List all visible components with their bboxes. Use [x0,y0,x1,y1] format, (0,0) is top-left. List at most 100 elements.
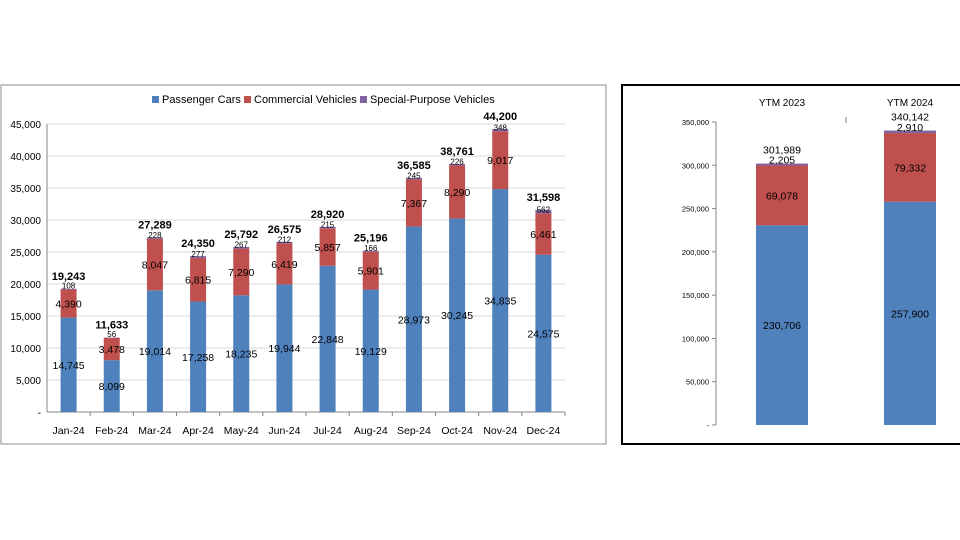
y-tick-label: 200,000 [682,248,709,257]
bar-segment [535,209,552,214]
bar-segment [535,254,552,412]
y-tick-label: 150,000 [682,291,709,300]
data-label: 9,017 [487,155,513,167]
legend-label: Passenger Cars [162,94,241,106]
bar-segment [405,226,422,412]
data-label: 19,129 [355,346,387,358]
data-label: 18,235 [225,349,257,361]
bar-segment [362,250,379,252]
data-label: 56 [107,330,116,339]
y-tick-label: 20,000 [10,280,41,291]
total-label: 25,196 [354,233,388,245]
x-tick-label: Nov-24 [483,425,517,437]
bar-segment [60,317,77,412]
y-tick-label: 250,000 [682,205,709,214]
data-label: 8,047 [142,260,168,272]
data-label: 14,745 [53,360,85,372]
data-label: 6,815 [185,275,211,287]
legend-swatch [360,96,367,103]
monthly-chart-frame [0,84,607,445]
data-label: 212 [278,235,292,244]
data-label: 69,078 [766,190,798,202]
category-label: YTM 2024 [887,98,934,109]
total-label: 301,989 [763,145,801,157]
data-label: 226 [450,157,464,166]
x-tick-label: Dec-24 [526,425,560,437]
data-label: 5,901 [358,266,384,278]
data-label: 166 [364,244,378,253]
bar-segment [276,284,293,412]
y-tick-label: 300,000 [682,161,709,170]
data-label: 19,944 [268,343,300,355]
bar-segment [884,133,936,202]
bar-segment [405,177,422,180]
y-tick-label: 30,000 [10,216,41,227]
bar-segment [449,165,466,219]
total-label: 31,598 [527,192,561,204]
bar-segment [103,360,120,412]
bar-segment [190,301,207,412]
x-tick-label: May-24 [224,425,259,437]
legend-swatch [244,96,251,103]
data-label: 22,848 [312,334,344,346]
bar-segment [449,163,466,166]
total-label: 11,633 [95,320,128,332]
total-label: 340,142 [891,112,929,124]
bar-segment [60,289,77,318]
data-label: 245 [407,171,421,180]
total-label: 25,792 [224,229,258,241]
x-tick-label: Mar-24 [138,425,171,437]
total-label: 24,350 [181,238,215,250]
x-tick-label: Aug-24 [354,425,388,437]
data-label: 6,461 [530,229,556,241]
data-label: 230,706 [763,320,801,332]
data-label: 34,835 [484,296,516,308]
bar-segment [276,243,293,285]
total-label: 26,575 [268,224,302,236]
bar-segment [319,265,336,412]
data-label: 108 [62,282,76,291]
data-label: 8,290 [444,187,470,199]
y-tick-label: 15,000 [10,312,41,323]
data-label: 7,290 [228,267,254,279]
total-label: 19,243 [52,271,86,283]
y-tick-label: 100,000 [682,334,709,343]
ytm-comparison-chart: - 50,000 100,000 150,000 200,000 250,000 300,0… [682,98,936,430]
data-label: 5,857 [314,242,340,254]
data-label: 257,900 [891,308,929,320]
bar-segment [190,257,207,302]
data-label: 79,332 [894,162,926,174]
data-label: 277 [191,250,205,259]
bar-segment [449,218,466,412]
category-label: YTM 2023 [759,98,806,109]
bar-segment [233,295,250,412]
y-tick-label: - [707,421,710,430]
bar-segment [190,256,207,258]
y-tick-label: 50,000 [686,378,709,387]
bar-segment [146,237,163,239]
data-label: 267 [235,241,249,250]
legend-label: Commercial Vehicles [254,94,357,106]
total-label: 27,289 [138,219,172,231]
bar-segment [362,289,379,412]
bar-segment [146,290,163,412]
x-tick-label: Jul-24 [313,425,342,437]
bar-segment [884,201,936,425]
bar-segment [756,225,808,425]
data-label: 6,419 [271,259,297,271]
data-label: 28,973 [398,314,430,326]
data-label: 24,575 [527,328,559,340]
data-label: 2,910 [897,122,923,134]
data-label: 19,014 [139,346,171,358]
bar-segment [233,248,250,296]
y-tick-label: 40,000 [10,152,41,163]
x-tick-label: Oct-24 [441,425,473,437]
total-label: 28,920 [311,209,345,221]
x-tick-label: Jun-24 [268,425,300,437]
bar-segment [233,246,250,249]
data-label: 30,245 [441,310,473,322]
data-label: 562 [537,205,551,214]
bar-segment [319,228,336,266]
bar-segment [276,241,293,244]
